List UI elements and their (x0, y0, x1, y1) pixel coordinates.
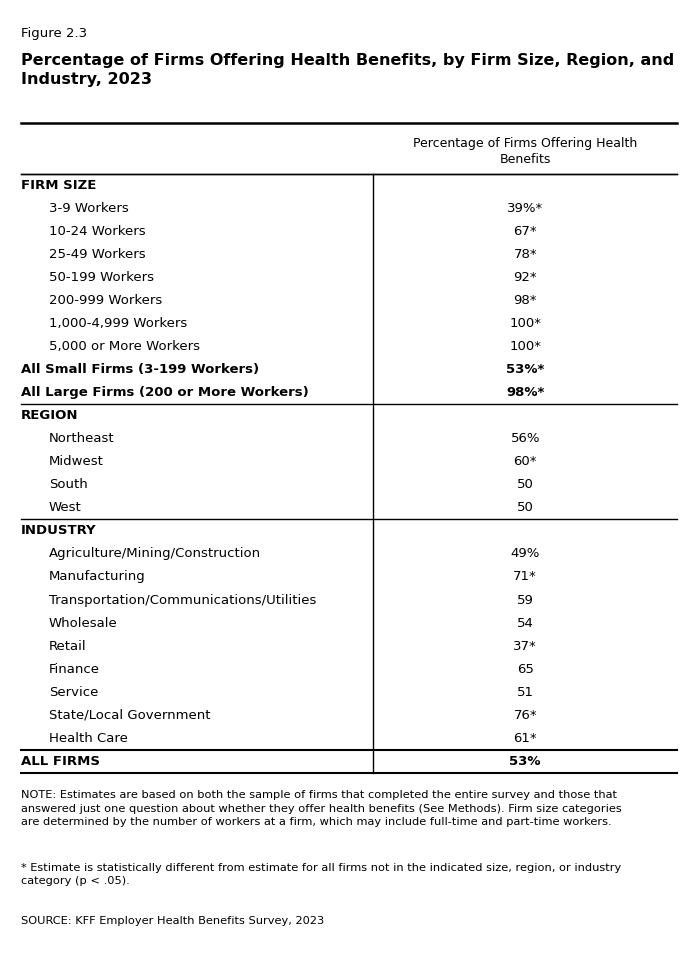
Text: Manufacturing: Manufacturing (49, 571, 146, 583)
Text: 50: 50 (517, 501, 534, 514)
Text: Wholesale: Wholesale (49, 616, 117, 630)
Text: Figure 2.3: Figure 2.3 (21, 27, 87, 40)
Text: All Small Firms (3-199 Workers): All Small Firms (3-199 Workers) (21, 363, 259, 376)
Text: 61*: 61* (514, 732, 537, 745)
Text: 1,000-4,999 Workers: 1,000-4,999 Workers (49, 317, 187, 330)
Text: * Estimate is statistically different from estimate for all firms not in the ind: * Estimate is statistically different fr… (21, 863, 621, 886)
Text: 76*: 76* (514, 709, 537, 722)
Text: 53%: 53% (510, 754, 541, 768)
Text: 98%*: 98%* (506, 386, 544, 399)
Text: 54: 54 (517, 616, 534, 630)
Text: Transportation/Communications/Utilities: Transportation/Communications/Utilities (49, 593, 316, 607)
Text: State/Local Government: State/Local Government (49, 709, 210, 722)
Text: Percentage of Firms Offering Health
Benefits: Percentage of Firms Offering Health Bene… (413, 137, 637, 166)
Text: Midwest: Midwest (49, 455, 104, 469)
Text: Service: Service (49, 686, 98, 698)
Text: 53%*: 53%* (506, 363, 544, 376)
Text: Northeast: Northeast (49, 433, 114, 445)
Text: 65: 65 (517, 663, 534, 675)
Text: 78*: 78* (514, 248, 537, 261)
Text: 49%: 49% (510, 548, 540, 560)
Text: 100*: 100* (510, 340, 541, 354)
Text: Percentage of Firms Offering Health Benefits, by Firm Size, Region, and
Industry: Percentage of Firms Offering Health Bene… (21, 53, 674, 87)
Text: 98*: 98* (514, 294, 537, 307)
Text: West: West (49, 501, 82, 514)
Text: 100*: 100* (510, 317, 541, 330)
Text: 5,000 or More Workers: 5,000 or More Workers (49, 340, 200, 354)
Text: 56%: 56% (510, 433, 540, 445)
Text: Finance: Finance (49, 663, 100, 675)
Text: 67*: 67* (514, 225, 537, 238)
Text: NOTE: Estimates are based on both the sample of firms that completed the entire : NOTE: Estimates are based on both the sa… (21, 790, 622, 828)
Text: INDUSTRY: INDUSTRY (21, 525, 96, 537)
Text: FIRM SIZE: FIRM SIZE (21, 179, 96, 192)
Text: Retail: Retail (49, 639, 87, 653)
Text: All Large Firms (200 or More Workers): All Large Firms (200 or More Workers) (21, 386, 309, 399)
Text: Health Care: Health Care (49, 732, 128, 745)
Text: REGION: REGION (21, 410, 78, 422)
Text: 50: 50 (517, 478, 534, 492)
Text: 3-9 Workers: 3-9 Workers (49, 202, 128, 214)
Text: 92*: 92* (514, 271, 537, 284)
Text: South: South (49, 478, 88, 492)
Text: Agriculture/Mining/Construction: Agriculture/Mining/Construction (49, 548, 261, 560)
Text: 39%*: 39%* (507, 202, 543, 214)
Text: 25-49 Workers: 25-49 Workers (49, 248, 145, 261)
Text: 71*: 71* (513, 571, 537, 583)
Text: 50-199 Workers: 50-199 Workers (49, 271, 154, 284)
Text: SOURCE: KFF Employer Health Benefits Survey, 2023: SOURCE: KFF Employer Health Benefits Sur… (21, 916, 324, 925)
Text: 51: 51 (517, 686, 534, 698)
Text: ALL FIRMS: ALL FIRMS (21, 754, 100, 768)
Text: 10-24 Workers: 10-24 Workers (49, 225, 145, 238)
Text: 59: 59 (517, 593, 534, 607)
Text: 37*: 37* (513, 639, 537, 653)
Text: 60*: 60* (514, 455, 537, 469)
Text: 200-999 Workers: 200-999 Workers (49, 294, 162, 307)
